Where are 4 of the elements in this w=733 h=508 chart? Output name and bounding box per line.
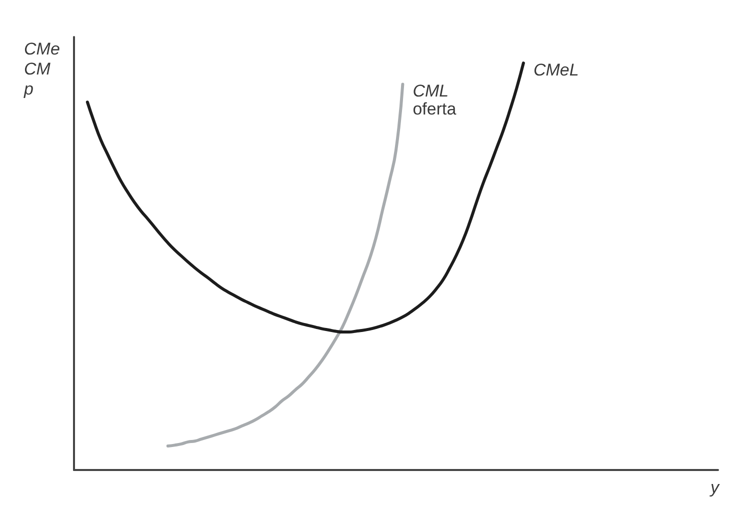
y-axis-title: CMe CM p (23, 40, 60, 98)
x-axis-title: y (710, 478, 720, 497)
series-label: CML oferta (412, 82, 457, 119)
series-label: CMeL (533, 60, 579, 80)
